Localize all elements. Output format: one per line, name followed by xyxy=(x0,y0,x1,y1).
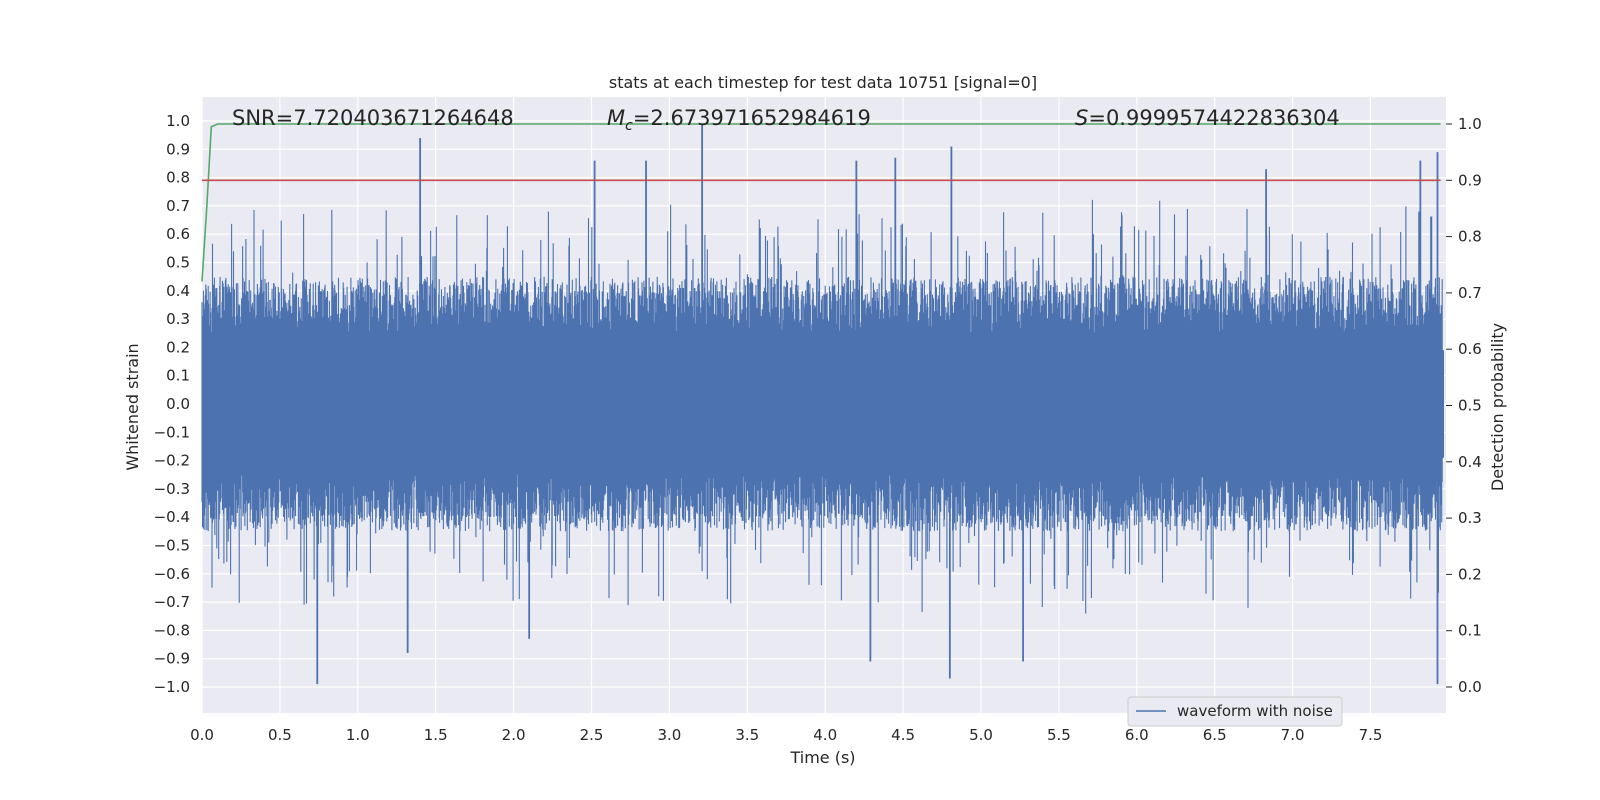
chart-title: stats at each timestep for test data 107… xyxy=(609,73,1037,92)
y2-tick-label: 0.7 xyxy=(1458,284,1482,302)
y-tick-label: 0.5 xyxy=(166,254,190,272)
x-axis-ticks: 0.0 0.5 1.0 1.5 2.0 2.5 3.0 3.5 4.0 4.5 5.0 5.5 6.0 6… xyxy=(190,726,1382,744)
snr-annotation: SNR=7.720403671264648 xyxy=(232,106,514,130)
y-tick-label: −0.7 xyxy=(154,593,190,611)
chirp-mass-symbol: M xyxy=(607,106,625,130)
chirp-mass-subscript: c xyxy=(625,118,633,134)
y-tick-label: −0.1 xyxy=(154,423,190,441)
y-tick-label: 1.0 xyxy=(166,112,190,130)
x-tick-label: 3.5 xyxy=(735,726,759,744)
chirp-mass-annotation: Mc=2.673971652984619 xyxy=(607,106,871,134)
x-tick-label: 5.0 xyxy=(969,726,993,744)
chirp-mass-value: =2.673971652984619 xyxy=(633,106,871,130)
y-tick-label: 0.8 xyxy=(166,169,190,187)
score-value: =0.9999574422836304 xyxy=(1088,106,1339,130)
y2-tick-label: 0.9 xyxy=(1458,171,1482,189)
y-tick-label: 0.7 xyxy=(166,197,190,215)
x-tick-label: 0.0 xyxy=(190,726,214,744)
x-tick-label: 4.0 xyxy=(813,726,837,744)
score-symbol: S xyxy=(1075,106,1088,130)
x-tick-label: 6.5 xyxy=(1203,726,1227,744)
y-tick-label: 0.9 xyxy=(166,140,190,158)
x-tick-label: 7.0 xyxy=(1281,726,1305,744)
x-tick-label: 5.5 xyxy=(1047,726,1071,744)
y2-tick-label: 0.8 xyxy=(1458,228,1482,246)
y2-tick-label: 0.4 xyxy=(1458,453,1482,471)
y2-tick-label: 0.2 xyxy=(1458,565,1482,583)
y-tick-label: −1.0 xyxy=(154,678,190,696)
y2-axis-ticks: 1.0 0.9 0.8 0.7 0.6 0.5 0.4 0.3 0.2 0.1 0.0 xyxy=(1446,115,1482,696)
y-tick-label: −0.9 xyxy=(154,650,190,668)
y2-tick-label: 0.0 xyxy=(1458,678,1482,696)
legend-box xyxy=(1127,696,1343,727)
y-axis-ticks: 1.0 0.9 0.8 0.7 0.6 0.5 0.4 0.3 0.2 0.1 0.0 −0.1 −0.… xyxy=(154,112,190,696)
x-tick-label: 6.0 xyxy=(1125,726,1149,744)
y-tick-label: 0.6 xyxy=(166,225,190,243)
y2-tick-label: 0.5 xyxy=(1458,397,1482,415)
y2-tick-label: 1.0 xyxy=(1458,115,1482,133)
waveform-series xyxy=(201,123,1444,685)
y2-tick-label: 0.3 xyxy=(1458,509,1482,527)
x-tick-label: 7.5 xyxy=(1359,726,1383,744)
waveform-core-band xyxy=(202,350,1444,458)
legend: waveform with noise xyxy=(1127,696,1343,727)
y-tick-label: −0.4 xyxy=(154,508,190,526)
x-tick-label: 0.5 xyxy=(268,726,292,744)
y-tick-label: 0.1 xyxy=(166,367,190,385)
y-tick-label: −0.6 xyxy=(154,565,190,583)
y-tick-label: −0.3 xyxy=(154,480,190,498)
y-tick-label: 0.2 xyxy=(166,338,190,356)
x-tick-label: 2.0 xyxy=(502,726,526,744)
y2-tick-label: 0.1 xyxy=(1458,622,1482,640)
y-axis-label: Whitened strain xyxy=(123,343,142,470)
x-axis-label: Time (s) xyxy=(789,748,855,767)
x-tick-label: 2.5 xyxy=(580,726,604,744)
y2-axis-label: Detection probability xyxy=(1488,323,1507,491)
y-tick-label: −0.5 xyxy=(154,537,190,555)
y-tick-label: −0.2 xyxy=(154,452,190,470)
y2-tick-label: 0.6 xyxy=(1458,340,1482,358)
y-tick-label: 0.4 xyxy=(166,282,190,300)
probability-overlays xyxy=(201,123,1441,282)
probability-line xyxy=(201,123,1441,282)
legend-label: waveform with noise xyxy=(1177,702,1333,720)
x-tick-label: 3.0 xyxy=(657,726,681,744)
y-tick-label: 0.0 xyxy=(166,395,190,413)
y-tick-label: 0.3 xyxy=(166,310,190,328)
x-tick-label: 1.0 xyxy=(346,726,370,744)
score-annotation: S=0.9999574422836304 xyxy=(1075,106,1340,130)
y-tick-label: −0.8 xyxy=(154,621,190,639)
x-tick-label: 4.5 xyxy=(891,726,915,744)
x-tick-label: 1.5 xyxy=(424,726,448,744)
